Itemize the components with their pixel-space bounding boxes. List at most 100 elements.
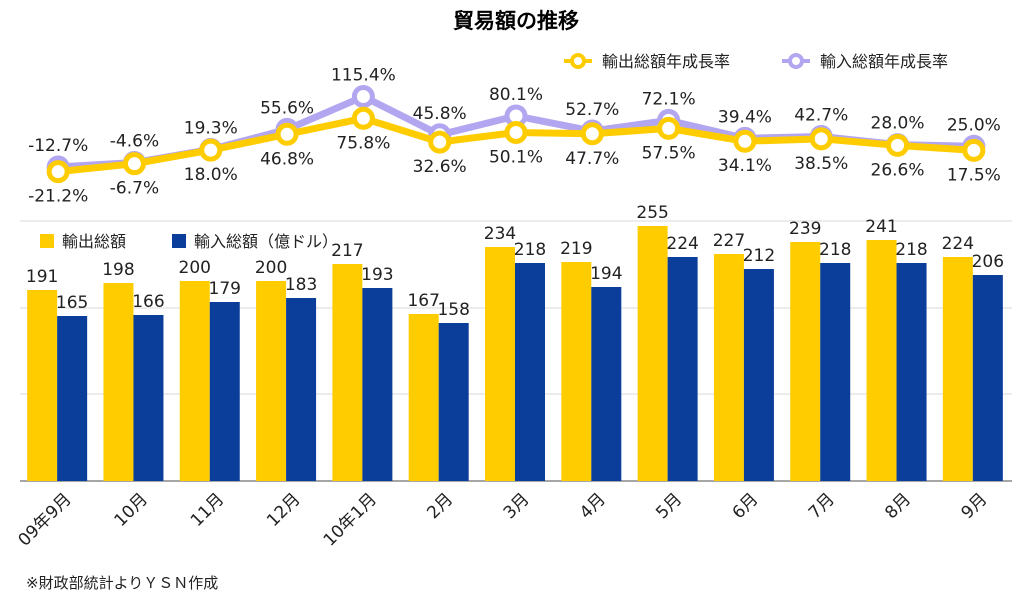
import-bar-label: 224 xyxy=(666,234,698,254)
export-bar-label: 227 xyxy=(713,231,745,251)
line-data-labels: -12.7% -21.2% -4.6% -6.7% 19.3% 18.0% 55.6% 46.… xyxy=(28,66,1001,207)
export-growth-point xyxy=(275,122,299,146)
source-note: ※財政部統計よりＹＳＮ作成 xyxy=(26,574,218,592)
export-growth-label: 47.7% xyxy=(565,149,619,169)
export-bar xyxy=(103,283,134,481)
export-bar-label: 224 xyxy=(942,234,974,254)
import-growth-label: 55.6% xyxy=(260,98,314,118)
export-bar-label: 198 xyxy=(102,260,134,280)
import-growth-label: 42.7% xyxy=(794,106,848,126)
export-bar xyxy=(637,226,668,481)
export-growth-point xyxy=(657,116,681,140)
x-tick-label: 4月 xyxy=(576,489,610,523)
import-growth-label: 52.7% xyxy=(565,100,619,120)
x-tick-label: 09年9月 xyxy=(15,489,76,550)
import-growth-label: 80.1% xyxy=(489,85,543,105)
import-growth-label: 72.1% xyxy=(642,89,696,109)
export-bar-label: 167 xyxy=(407,291,439,311)
export-bar xyxy=(408,314,439,481)
import-bar xyxy=(438,323,469,481)
import-bar-label: 158 xyxy=(437,300,469,320)
import-bar-label: 218 xyxy=(819,240,851,260)
chart-title: 貿易額の推移 xyxy=(453,9,579,33)
legend-bar-swatch xyxy=(172,234,186,248)
legend-line-label: 輸入総額年成長率 xyxy=(820,52,948,71)
export-growth-point xyxy=(962,138,986,162)
export-growth-label: -6.7% xyxy=(110,179,159,199)
import-bar-label: 193 xyxy=(361,265,393,285)
export-bar-label: 200 xyxy=(255,258,287,278)
import-bar xyxy=(591,287,622,481)
export-bar-label: 241 xyxy=(865,217,897,237)
x-tick-label: 10年1月 xyxy=(320,489,381,550)
export-growth-point xyxy=(428,130,452,154)
import-bar-label: 218 xyxy=(514,240,546,260)
import-growth-label: -4.6% xyxy=(110,132,159,152)
import-growth-label: 28.0% xyxy=(871,114,925,134)
export-growth-label: 18.0% xyxy=(184,165,238,185)
import-growth-label: 39.4% xyxy=(718,107,772,127)
export-growth-label: -21.2% xyxy=(28,187,88,207)
export-bar-label: 217 xyxy=(331,241,363,261)
export-growth-point xyxy=(199,138,223,162)
import-bar xyxy=(286,298,317,481)
legend-bar-label: 輸出総額 xyxy=(62,232,126,251)
export-growth-label: 34.1% xyxy=(718,156,772,176)
import-bar xyxy=(820,263,851,481)
import-growth-point xyxy=(351,85,375,109)
export-bar-label: 191 xyxy=(26,267,58,287)
legend-line-marker xyxy=(570,53,586,69)
import-bar xyxy=(57,316,88,481)
export-bar xyxy=(485,247,515,481)
legend-bar-label: 輸入総額（億ドル） xyxy=(194,232,338,251)
export-growth-label: 26.6% xyxy=(871,160,925,180)
export-growth-label: 32.6% xyxy=(413,157,467,177)
import-bar xyxy=(896,263,927,481)
export-growth-label: 50.1% xyxy=(489,147,543,167)
import-growth-label: 115.4% xyxy=(331,66,396,86)
x-tick-label: 5月 xyxy=(652,489,686,523)
import-bar xyxy=(972,275,1003,481)
export-growth-point xyxy=(504,120,528,144)
import-bar xyxy=(209,302,240,481)
export-growth-point xyxy=(733,129,757,153)
legend-line-marker xyxy=(788,53,804,69)
export-growth-point xyxy=(580,122,604,146)
import-bar-label: 218 xyxy=(895,240,927,260)
line-series xyxy=(46,85,986,184)
export-growth-label: 57.5% xyxy=(642,143,696,163)
export-bar-label: 255 xyxy=(636,203,668,223)
export-bar-label: 234 xyxy=(484,224,516,244)
line-legend: 輸出総額年成長率 輸入総額年成長率 xyxy=(564,52,948,71)
x-tick-label: 6月 xyxy=(729,489,763,523)
export-bar xyxy=(256,281,287,481)
import-bar xyxy=(362,288,393,481)
import-bar-label: 165 xyxy=(56,293,88,313)
x-tick-label: 3月 xyxy=(500,489,534,523)
x-tick-label: 2月 xyxy=(423,489,457,523)
export-growth-point xyxy=(809,127,833,151)
x-tick-label: 9月 xyxy=(958,489,992,523)
x-tick-label: 7月 xyxy=(805,489,839,523)
import-growth-label: 25.0% xyxy=(947,115,1001,135)
export-bar xyxy=(179,281,210,481)
import-bar xyxy=(667,257,698,481)
import-growth-label: 45.8% xyxy=(413,104,467,124)
export-bar-label: 200 xyxy=(179,258,211,278)
export-growth-point xyxy=(351,106,375,130)
import-growth-label: 19.3% xyxy=(184,118,238,138)
legend-bar-swatch xyxy=(40,234,54,248)
export-bar xyxy=(561,262,592,481)
bar-legend: 輸出総額 輸入総額（億ドル） xyxy=(40,232,338,251)
import-bar-label: 212 xyxy=(743,246,775,266)
import-bar-label: 179 xyxy=(209,279,241,299)
x-tick-label: 10月 xyxy=(111,489,152,530)
export-bar xyxy=(332,264,363,481)
export-growth-label: 38.5% xyxy=(794,154,848,174)
export-bar-label: 239 xyxy=(789,219,821,239)
x-tick-label: 11月 xyxy=(187,489,228,530)
export-bar xyxy=(866,240,897,481)
import-bar-label: 194 xyxy=(590,264,622,284)
export-growth-label: 17.5% xyxy=(947,165,1001,185)
